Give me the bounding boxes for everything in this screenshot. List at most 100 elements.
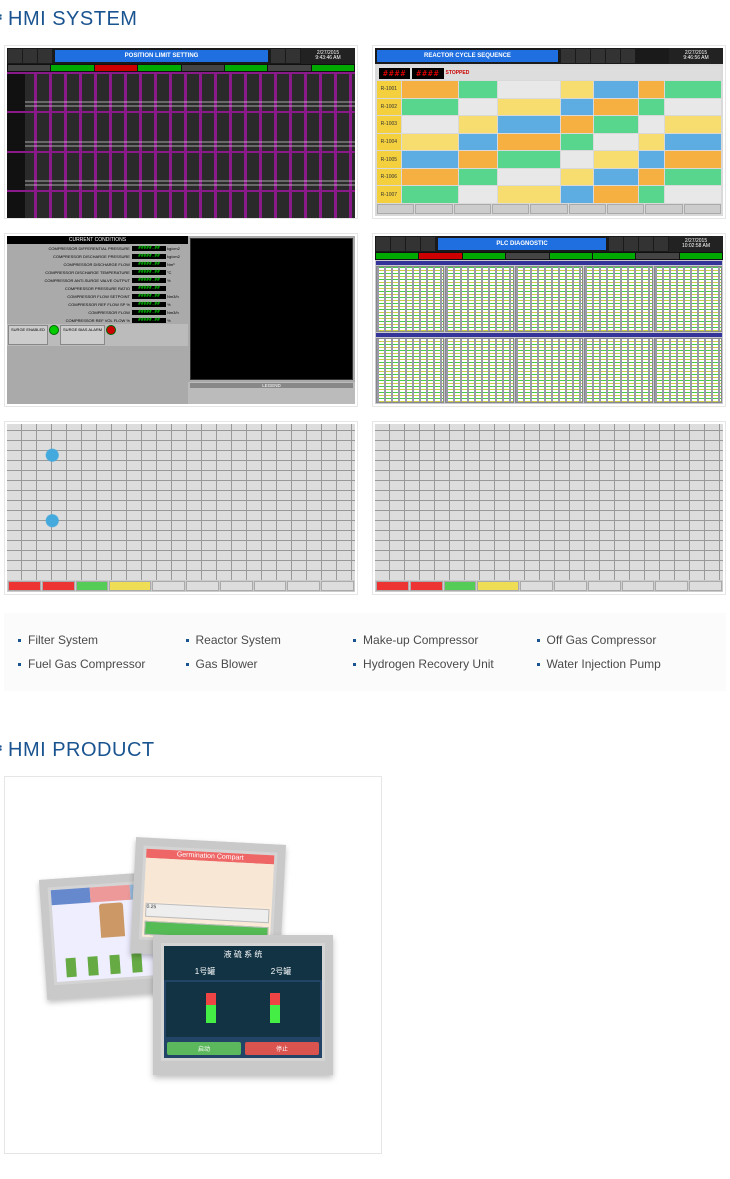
cc-param-value: #####.## xyxy=(132,318,166,323)
cc-param-value: #####.## xyxy=(132,270,166,275)
cc-param-label: COMPRESSOR REF FLOW SP % xyxy=(8,302,131,307)
cc-param-unit: kg/cm2 xyxy=(167,254,187,259)
cc-param-value: #####.## xyxy=(132,262,166,267)
thumb3-chart xyxy=(190,238,353,380)
cc-param-unit: Nm³ xyxy=(167,262,187,267)
cc-param-unit: % xyxy=(167,278,187,283)
pid-footer-tab xyxy=(287,581,320,591)
pid-footer-tab xyxy=(220,581,253,591)
cc-param-unit: % xyxy=(167,318,187,323)
monitor-front: 液 硫 系 统 1号罐 2号罐 启动 停止 xyxy=(153,935,333,1075)
thumb4-clock: 2/27/2015 10:02:58 AM xyxy=(669,236,723,252)
mon3-tank-display xyxy=(166,982,320,1037)
pid-footer-tab xyxy=(477,581,519,591)
cc-param-label: COMPRESSOR DISCHARGE PRESSURE xyxy=(8,254,131,259)
hmi-thumb-position-limit: POSITION LIMIT SETTING 2/27/2015 9:43:46… xyxy=(4,45,358,219)
thumb1-clock: 2/27/2015 9:43:46 AM xyxy=(301,48,355,64)
cc-param-unit: % xyxy=(167,302,187,307)
feature-item: Reactor System xyxy=(186,633,346,647)
pid-footer-tab xyxy=(444,581,477,591)
pid-diagram-2 xyxy=(375,424,723,580)
cc-param-value: #####.## xyxy=(132,254,166,259)
cc-param-value: #####.## xyxy=(132,302,166,307)
pid-footer-tab xyxy=(689,581,722,591)
cc-param-unit: °C xyxy=(167,270,187,275)
cc-param-unit: Nm3/h xyxy=(167,294,187,299)
pid-footer-tab xyxy=(410,581,443,591)
surge-bias-label: SURGE BIAS ALARM xyxy=(60,325,105,345)
thumb1-title: POSITION LIMIT SETTING xyxy=(55,50,268,62)
cc-param-unit: kg/cm2 xyxy=(167,246,187,251)
pid-footer-tab xyxy=(8,581,41,591)
thumb2-stopped: STOPPED xyxy=(446,70,470,76)
thumb4-title: PLC DIAGNOSTIC xyxy=(438,238,606,250)
feature-item: Fuel Gas Compressor xyxy=(18,657,178,671)
thumb2-led-2: #### xyxy=(412,68,443,79)
cc-param-value: #####.## xyxy=(132,278,166,283)
cc-param-label: COMPRESSOR FLOW xyxy=(8,310,131,315)
rcs-row-label: R-1004 xyxy=(377,134,401,151)
feature-item: Hydrogen Recovery Unit xyxy=(353,657,528,671)
feature-list-box: Filter SystemReactor SystemMake-up Compr… xyxy=(4,613,726,691)
pid-footer-tab xyxy=(321,581,354,591)
feature-item: Off Gas Compressor xyxy=(537,633,712,647)
alarm-led-icon xyxy=(106,325,116,335)
feature-item: Gas Blower xyxy=(186,657,346,671)
pid-footer-tab xyxy=(554,581,587,591)
mon3-title: 液 硫 系 统 xyxy=(224,949,263,960)
feature-item: Water Injection Pump xyxy=(537,657,712,671)
cc-param-value: #####.## xyxy=(132,294,166,299)
pid-footer-tab xyxy=(76,581,109,591)
pid-footer-tab xyxy=(622,581,655,591)
thumb2-title: REACTOR CYCLE SEQUENCE xyxy=(377,50,558,62)
cc-param-label: COMPRESSOR FLOW SETPOINT xyxy=(8,294,131,299)
cc-param-value: #####.## xyxy=(132,286,166,291)
plc-bus-icon xyxy=(376,333,722,337)
product-monitors: Germination Compart 0.25 液 硫 系 统 1号罐 2号罐… xyxy=(43,835,343,1095)
cc-param-unit: Nm3/h xyxy=(167,310,187,315)
hmi-thumb-reactor-cycle: REACTOR CYCLE SEQUENCE 2/27/2015 9:46:56… xyxy=(372,45,726,219)
mon3-hdr-left: 1号罐 xyxy=(195,966,215,977)
mon3-hdr-right: 2号罐 xyxy=(271,966,291,977)
cc-param-value: #####.## xyxy=(132,246,166,251)
cc-param-value: #####.## xyxy=(132,310,166,315)
cc-param-label: COMPRESSOR DISCHARGE TEMPERATURE xyxy=(8,270,131,275)
mon3-start-button: 启动 xyxy=(167,1042,241,1055)
mon3-stop-button: 停止 xyxy=(245,1042,319,1055)
pid-footer-tab xyxy=(152,581,185,591)
cc-param-label: COMPRESSOR PRESSURE RATIO xyxy=(8,286,131,291)
thumb2-rows: R-1001R-1002R-1003R-1004R-1005R-1006R-10… xyxy=(377,81,721,203)
hmi-thumbnail-grid: POSITION LIMIT SETTING 2/27/2015 9:43:46… xyxy=(0,45,730,613)
feature-item: Make-up Compressor xyxy=(353,633,528,647)
thumb3-header: CURRENT CONDITIONS xyxy=(7,236,188,244)
pid-footer-tab xyxy=(109,581,151,591)
rcs-row-label: R-1003 xyxy=(377,116,401,133)
hmi-thumb-pid-1 xyxy=(4,421,358,595)
hmi-thumb-plc-diagnostic: PLC DIAGNOSTIC 2/27/2015 10:02:58 AM xyxy=(372,233,726,407)
thumb2-led-1: #### xyxy=(379,68,410,79)
cc-param-label: COMPRESSOR REF VOL FLOW % xyxy=(8,318,131,323)
pid-footer-tab xyxy=(186,581,219,591)
surge-enabled-label: SURGE ENABLED xyxy=(8,325,48,345)
rcs-row-label: R-1007 xyxy=(377,186,401,203)
thumb1-body xyxy=(7,72,355,216)
thumb3-legend: LEGEND xyxy=(188,382,355,404)
cc-param-label: COMPRESSOR ANTI-SURGE VALVE OUTPUT xyxy=(8,278,131,283)
pid-footer-tab xyxy=(42,581,75,591)
thumb2-clock: 2/27/2015 9:46:56 AM xyxy=(669,48,723,64)
rcs-row-label: R-1001 xyxy=(377,81,401,98)
pid-footer-tab xyxy=(655,581,688,591)
section-title-hmi-system: HMI SYSTEM xyxy=(0,0,730,45)
section-title-hmi-product: HMI PRODUCT xyxy=(0,731,730,776)
cc-param-label: COMPRESSOR DISCHARGE FLOW xyxy=(8,262,131,267)
hmi-thumb-pid-2 xyxy=(372,421,726,595)
pid-footer-tab xyxy=(376,581,409,591)
rcs-row-label: R-1006 xyxy=(377,169,401,186)
plc-bus-icon xyxy=(376,261,722,265)
rcs-row-label: R-1005 xyxy=(377,151,401,168)
cc-param-label: COMPRESSOR DIFFERENTIAL PRESSURE xyxy=(8,246,131,251)
hmi-thumb-current-conditions: CURRENT CONDITIONS COMPRESSOR DIFFERENTI… xyxy=(4,233,358,407)
pid-footer-tab xyxy=(588,581,621,591)
pid-diagram-1 xyxy=(7,424,355,580)
pid-footer-tab xyxy=(520,581,553,591)
